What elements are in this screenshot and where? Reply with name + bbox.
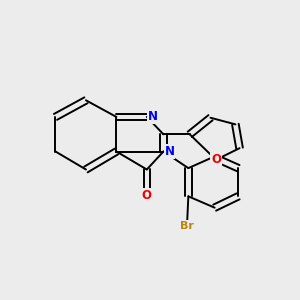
Text: Br: Br bbox=[180, 221, 194, 231]
Text: N: N bbox=[164, 145, 175, 158]
Text: N: N bbox=[148, 110, 158, 123]
Text: O: O bbox=[142, 189, 152, 202]
Text: O: O bbox=[211, 153, 221, 166]
